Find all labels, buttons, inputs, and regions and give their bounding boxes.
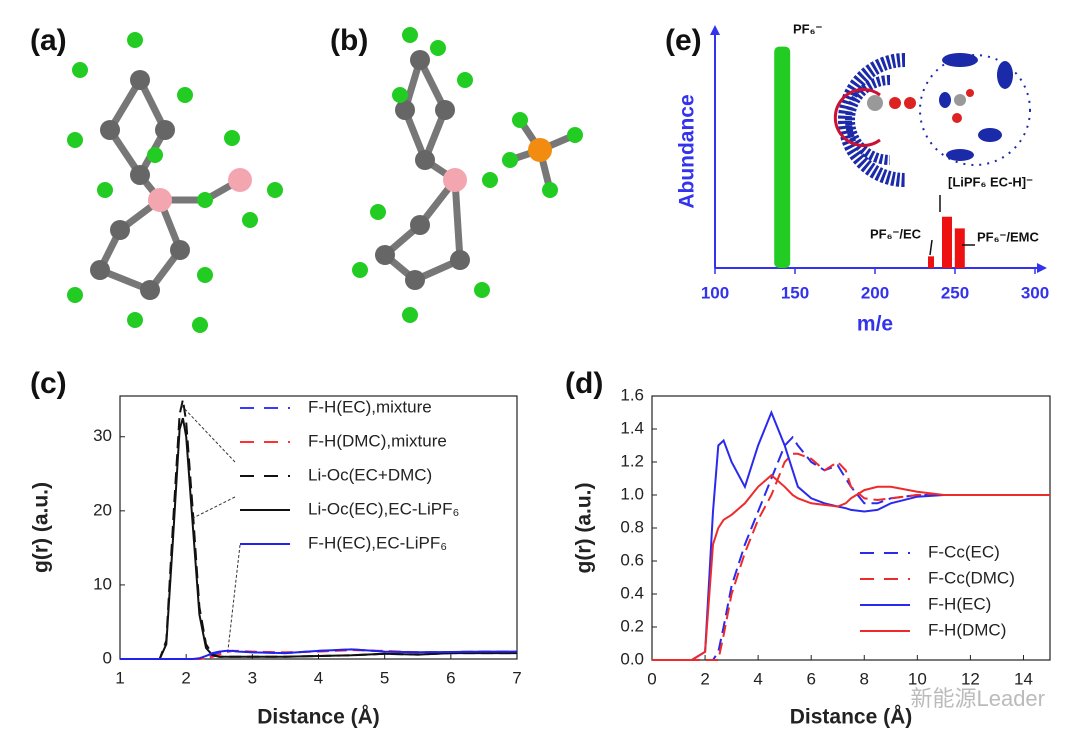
legend-label: F-H(EC),EC-LiPF₆ bbox=[308, 533, 447, 552]
legend-label: Li-Oc(EC),EC-LiPF₆ bbox=[308, 499, 459, 518]
atoms-b bbox=[352, 27, 583, 323]
annotation: [LiPF₆ EC-H]⁻ bbox=[948, 174, 1033, 189]
y-tick-label: 0.4 bbox=[620, 583, 644, 602]
legend-label: F-H(EC) bbox=[928, 594, 991, 613]
atoms-a bbox=[67, 32, 283, 333]
x-tick-label: 5 bbox=[380, 668, 389, 687]
y-tick-label: 1.2 bbox=[620, 451, 644, 470]
x-tick-label: 0 bbox=[647, 669, 656, 688]
y-tick-label: 0.0 bbox=[620, 649, 644, 668]
y-tick-label: 30 bbox=[93, 426, 112, 445]
annotation-arrow bbox=[929, 239, 933, 256]
molecule-b bbox=[382, 58, 577, 284]
callout-arrow bbox=[179, 403, 236, 463]
y-tick-label: 1.6 bbox=[620, 385, 644, 404]
x-tick-label: 300 bbox=[1021, 283, 1049, 302]
legend-label: F-Cc(EC) bbox=[928, 542, 1000, 561]
annotation: PF₆⁻/EMC bbox=[977, 229, 1039, 244]
series-line bbox=[120, 417, 517, 660]
x-tick-label: 100 bbox=[701, 283, 729, 302]
x-tick-label: 4 bbox=[753, 669, 762, 688]
x-tick-label: 2 bbox=[181, 668, 190, 687]
x-tick-label: 12 bbox=[961, 669, 980, 688]
y-axis-label: Abundance bbox=[676, 94, 699, 208]
molecule-a bbox=[96, 78, 242, 294]
x-axis-label: Distance (Å) bbox=[790, 705, 913, 729]
panel-label: (d) bbox=[565, 367, 603, 400]
legend-label: Li-Oc(EC+DMC) bbox=[308, 465, 432, 484]
x-tick-label: 8 bbox=[860, 669, 869, 688]
x-tick-label: 3 bbox=[248, 668, 257, 687]
x-tick-label: 14 bbox=[1014, 669, 1033, 688]
x-tick-label: 10 bbox=[908, 669, 927, 688]
series-line bbox=[652, 473, 1050, 661]
series-line bbox=[120, 648, 517, 660]
series-line bbox=[120, 648, 517, 660]
legend-label: F-Cc(DMC) bbox=[928, 568, 1015, 587]
y-tick-label: 0.8 bbox=[620, 517, 644, 536]
density-inset bbox=[833, 53, 1031, 187]
y-tick-label: 0 bbox=[103, 648, 112, 667]
x-tick-label: 4 bbox=[314, 668, 323, 687]
y-tick-label: 0.6 bbox=[620, 550, 644, 569]
panel-label: (e) bbox=[665, 24, 702, 57]
series-line bbox=[120, 649, 517, 660]
x-axis-label: Distance (Å) bbox=[257, 705, 380, 729]
y-axis-label: g(r) (a.u.) bbox=[573, 483, 596, 574]
bar bbox=[954, 228, 965, 268]
x-tick-label: 7 bbox=[512, 668, 521, 687]
callout-arrow bbox=[227, 544, 241, 651]
x-tick-label: 250 bbox=[941, 283, 969, 302]
y-tick-label: 0.2 bbox=[620, 616, 644, 635]
legend-label: F-H(EC),mixture bbox=[308, 397, 432, 416]
x-tick-label: 1 bbox=[115, 668, 124, 687]
callout-arrow bbox=[192, 496, 236, 519]
watermark: 新能源Leader bbox=[910, 686, 1045, 711]
y-tick-label: 10 bbox=[93, 574, 112, 593]
bar bbox=[928, 256, 934, 268]
panel-label: (a) bbox=[30, 24, 67, 57]
x-tick-label: 200 bbox=[861, 283, 889, 302]
x-tick-label: 2 bbox=[700, 669, 709, 688]
x-tick-label: 6 bbox=[446, 668, 455, 687]
y-tick-label: 1.0 bbox=[620, 484, 644, 503]
annotation: PF₆⁻/EC bbox=[870, 226, 922, 241]
y-tick-label: 20 bbox=[93, 500, 112, 519]
axis-arrow bbox=[1037, 263, 1047, 273]
x-axis-label: m/e bbox=[857, 313, 893, 336]
legend-label: F-H(DMC) bbox=[928, 620, 1006, 639]
x-tick-label: 6 bbox=[806, 669, 815, 688]
bar bbox=[774, 46, 791, 269]
axis-arrow bbox=[710, 25, 720, 35]
panel-label: (b) bbox=[330, 24, 368, 57]
legend-label: F-H(DMC),mixture bbox=[308, 431, 447, 450]
x-tick-label: 150 bbox=[781, 283, 809, 302]
panel-label: (c) bbox=[30, 367, 67, 400]
y-axis-label: g(r) (a.u.) bbox=[30, 482, 53, 573]
series-line bbox=[652, 409, 1050, 661]
annotation: PF₆⁻ bbox=[793, 21, 823, 36]
bar bbox=[942, 216, 952, 268]
y-tick-label: 1.4 bbox=[620, 418, 644, 437]
